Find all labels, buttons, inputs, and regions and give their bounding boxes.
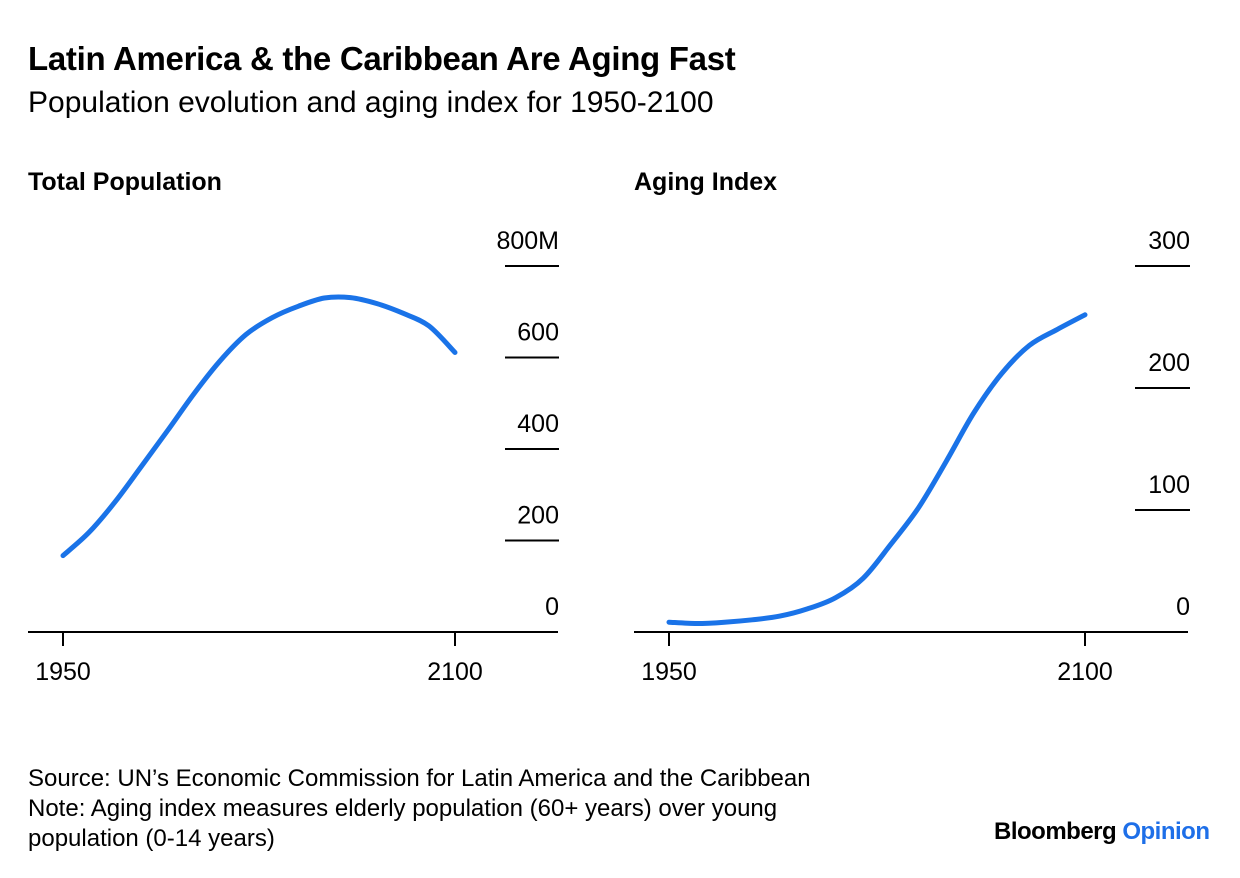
footer-notes: Source: UN’s Economic Commission for Lat…	[28, 764, 811, 854]
y-tick-label: 0	[1176, 593, 1190, 621]
brand-sub: Opinion	[1122, 818, 1210, 845]
y-tick-label: 300	[1148, 227, 1190, 255]
chart-title: Latin America & the Caribbean Are Aging …	[28, 40, 736, 77]
x-tick-label: 2100	[1057, 658, 1113, 686]
definition-note-continued: population (0-14 years)	[28, 825, 275, 852]
y-tick-label: 0	[545, 593, 559, 621]
y-tick-label: 200	[517, 502, 559, 530]
y-tick-label: 100	[1148, 471, 1190, 499]
population-panel-title: Total Population	[28, 168, 222, 196]
x-tick-label: 2100	[427, 658, 483, 686]
x-tick-label: 1950	[641, 658, 697, 686]
y-tick-label: 200	[1148, 349, 1190, 377]
x-tick-label: 1950	[35, 658, 91, 686]
y-tick-label: 600	[517, 319, 559, 347]
y-tick-label: 400	[517, 410, 559, 438]
definition-note: Note: Aging index measures elderly popul…	[28, 795, 778, 822]
aging-panel-title: Aging Index	[634, 168, 778, 196]
source-note: Source: UN’s Economic Commission for Lat…	[28, 765, 811, 792]
chart-subtitle: Population evolution and aging index for…	[28, 86, 714, 119]
series-line	[60, 294, 458, 559]
y-tick-label: 800M	[496, 227, 559, 255]
series-line	[666, 312, 1088, 626]
brand-name: Bloomberg	[994, 818, 1117, 845]
bloomberg-opinion-logo: Bloomberg Opinion	[994, 818, 1210, 846]
